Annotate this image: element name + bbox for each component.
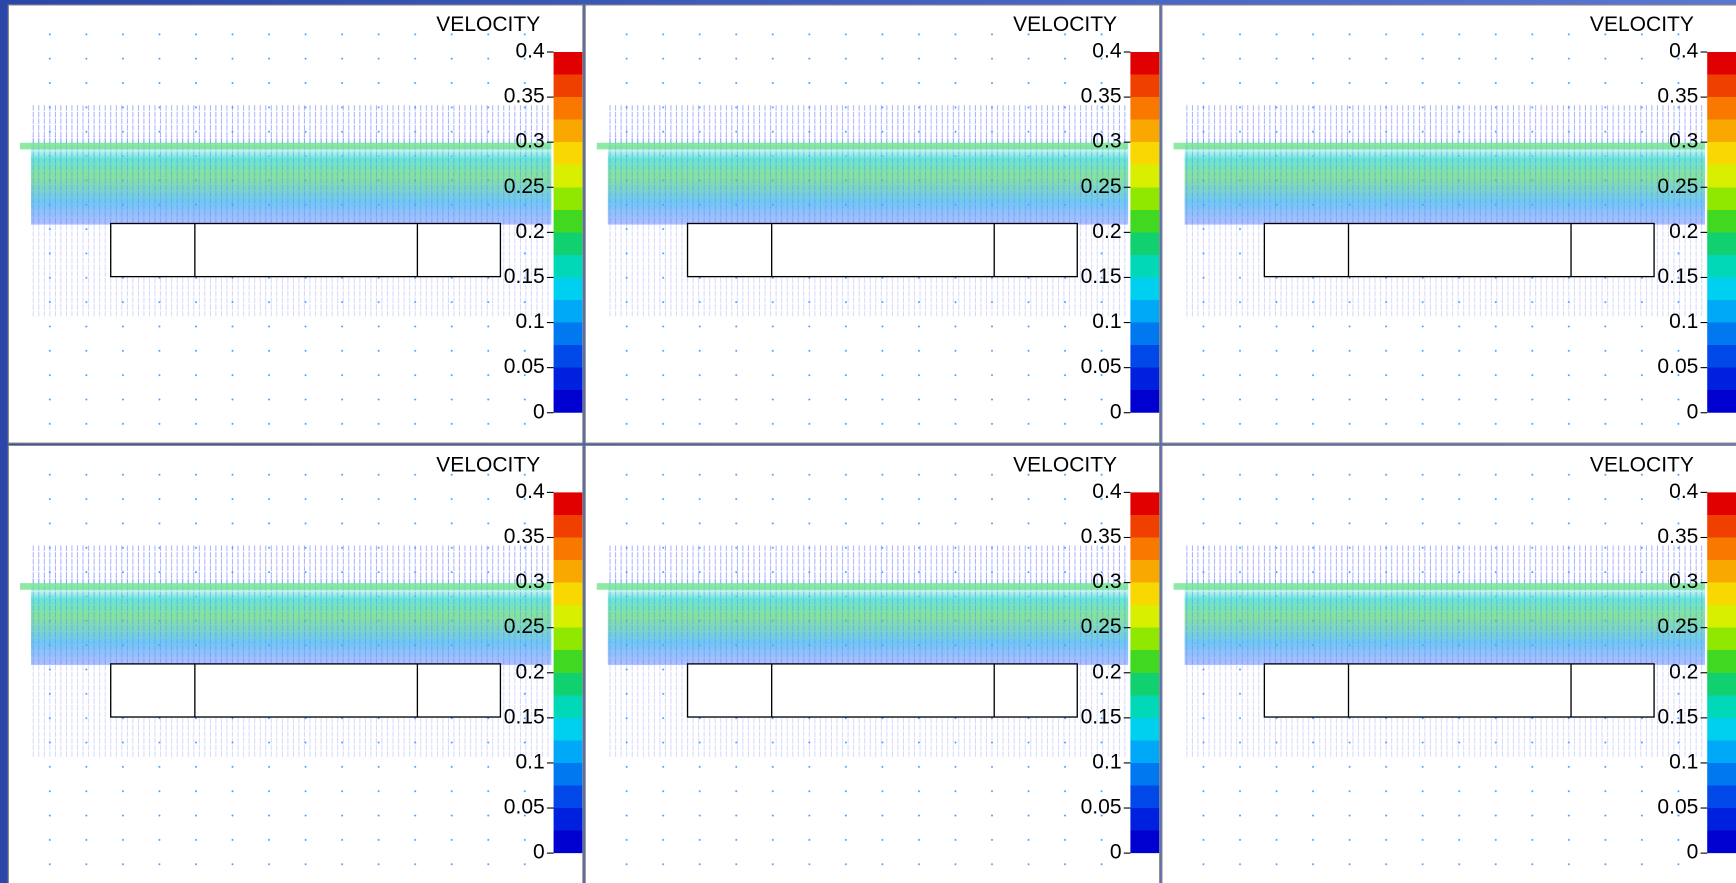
colorbar-tick-label: 0.05 — [504, 355, 545, 378]
colorbar-tick-label: 0.2 — [1669, 660, 1698, 683]
panel-title: VELOCITY — [1013, 453, 1117, 476]
colorbar-tick-label: 0.35 — [1081, 525, 1122, 548]
colorbar-tick-label: 0.4 — [515, 40, 545, 63]
colorbar-tick-label: 0.05 — [1657, 796, 1698, 819]
colorbar-tick-label: 0.4 — [1669, 480, 1699, 503]
vector-field — [1162, 445, 1736, 883]
colorbar-tick-label: 0.05 — [1657, 355, 1698, 378]
colorbar-tick-label: 0.4 — [1669, 40, 1699, 63]
vector-field — [585, 445, 1160, 883]
colorbar-tick-label: 0.15 — [1657, 705, 1698, 728]
colorbar-tick-label: 0.25 — [1081, 615, 1122, 638]
colorbar-tick-label: 0.4 — [1092, 40, 1122, 63]
colorbar-tick-label: 0 — [1110, 841, 1122, 864]
vector-field — [8, 5, 583, 443]
panel: VELOCITY 0 0.05 0.1 0.15 0.2 0.25 0.3 0.35 0.4 — [1161, 444, 1736, 883]
colorbar-tick-label: 0.2 — [1092, 660, 1121, 683]
colorbar-tick-label: 0.3 — [1669, 130, 1698, 153]
colorbar-tick-label: 0.1 — [1092, 310, 1121, 333]
colorbar — [1707, 492, 1736, 854]
colorbar-tick-label: 0 — [1110, 400, 1122, 423]
colorbar-tick-label: 0.25 — [1081, 175, 1122, 198]
colorbar-tick-label: 0.2 — [1092, 220, 1121, 243]
colorbar-tick-label: 0.05 — [1081, 355, 1122, 378]
colorbar-tick-label: 0.15 — [1657, 265, 1698, 288]
colorbar-tick-label: 0.35 — [1657, 85, 1698, 108]
colorbar-tick-label: 0.2 — [515, 220, 544, 243]
colorbar-tick-label: 0.15 — [504, 265, 545, 288]
colorbar-tick-label: 0.15 — [504, 705, 545, 728]
colorbar-tick-label: 0.35 — [504, 85, 545, 108]
colorbar-tick-label: 0.2 — [1669, 220, 1698, 243]
colorbar-tick-label: 0.2 — [515, 660, 544, 683]
colorbar-tick-label: 0.35 — [504, 525, 545, 548]
vector-field — [1162, 5, 1736, 443]
colorbar-tick-label: 0.1 — [515, 310, 544, 333]
colorbar — [1707, 52, 1736, 413]
colorbar-tick-label: 0.3 — [1669, 570, 1698, 593]
colorbar-tick-label: 0.25 — [1657, 615, 1698, 638]
colorbar-tick-label: 0.1 — [515, 750, 544, 773]
colorbar-tick-label: 0 — [1687, 400, 1699, 423]
colorbar-tick-label: 0.05 — [504, 796, 545, 819]
vector-field — [8, 445, 583, 883]
colorbar-tick-label: 0.25 — [504, 615, 545, 638]
panel-title: VELOCITY — [1013, 13, 1117, 36]
colorbar-tick-label: 0.4 — [515, 480, 545, 503]
colorbar — [553, 492, 583, 854]
colorbar-tick-label: 0.1 — [1092, 750, 1121, 773]
colorbar — [1130, 492, 1160, 854]
colorbar-tick-label: 0.05 — [1081, 796, 1122, 819]
panel-title: VELOCITY — [436, 453, 540, 476]
panel: VELOCITY 0 0.05 0.1 0.15 0.2 0.25 0.3 0.35 0.4 — [7, 4, 584, 444]
colorbar-tick-label: 0 — [1687, 841, 1699, 864]
colorbar-tick-label: 0.25 — [1657, 175, 1698, 198]
panel-title: VELOCITY — [1590, 13, 1694, 36]
colorbar-tick-label: 0 — [533, 400, 545, 423]
colorbar-tick-label: 0 — [533, 841, 545, 864]
colorbar-tick-label: 0.3 — [1092, 570, 1121, 593]
colorbar-tick-label: 0.35 — [1657, 525, 1698, 548]
colorbar-tick-label: 0.3 — [515, 570, 544, 593]
colorbar-tick-label: 0.4 — [1092, 480, 1122, 503]
colorbar-tick-label: 0.3 — [1092, 130, 1121, 153]
vector-field — [585, 5, 1160, 443]
panels: VELOCITY00.050.10.150.20.250.30.350.4VEL… — [7, 4, 1736, 883]
colorbar-tick-label: 0.25 — [504, 175, 545, 198]
panel-title: VELOCITY — [436, 13, 540, 36]
colorbar-tick-label: 0.35 — [1081, 85, 1122, 108]
panel: VELOCITY 0 0.05 0.1 0.15 0.2 0.25 0.3 0.35 0.4 — [7, 444, 584, 883]
colorbar-tick-label: 0.1 — [1669, 750, 1698, 773]
colorbar — [1130, 52, 1160, 413]
colorbar — [553, 52, 583, 413]
panel: VELOCITY 0 0.05 0.1 0.15 0.2 0.25 0.3 0.35 0.4 — [1161, 4, 1736, 444]
panel-title: VELOCITY — [1590, 453, 1694, 476]
colorbar-tick-label: 0.15 — [1081, 705, 1122, 728]
colorbar-tick-label: 0.1 — [1669, 310, 1698, 333]
panel: VELOCITY 0 0.05 0.1 0.15 0.2 0.25 0.3 0.35 0.4 — [584, 4, 1161, 444]
panel: VELOCITY 0 0.05 0.1 0.15 0.2 0.25 0.3 0.35 0.4 — [584, 444, 1161, 883]
colorbar-tick-label: 0.3 — [515, 130, 544, 153]
colorbar-tick-label: 0.15 — [1081, 265, 1122, 288]
